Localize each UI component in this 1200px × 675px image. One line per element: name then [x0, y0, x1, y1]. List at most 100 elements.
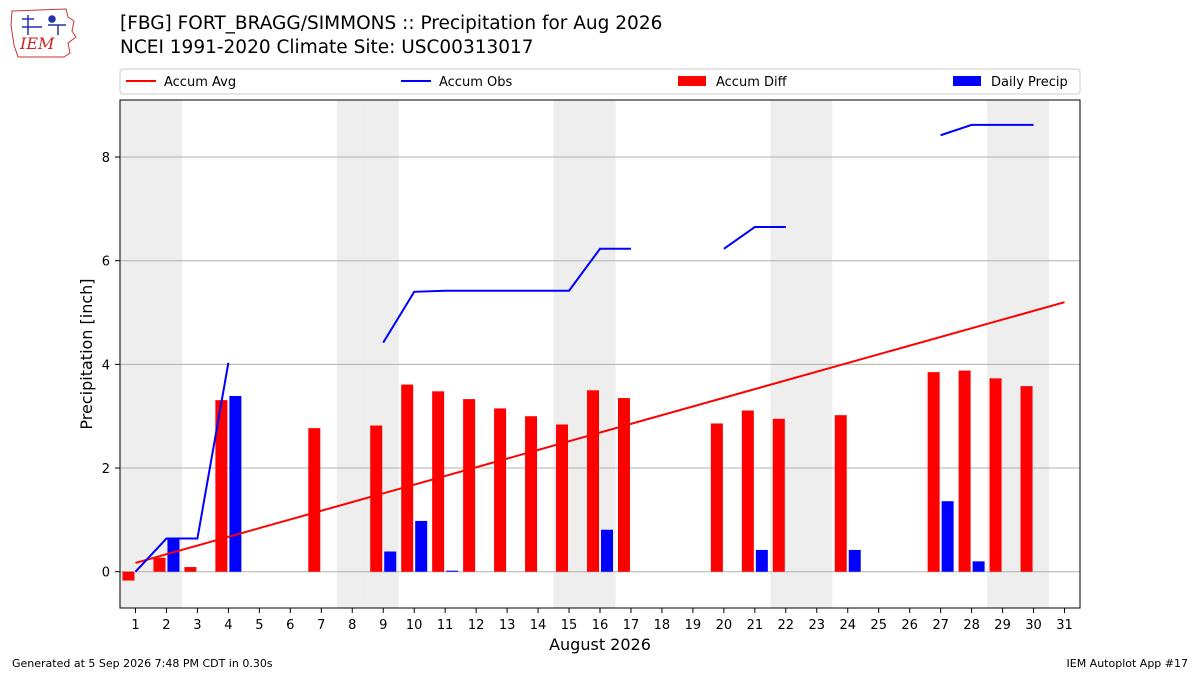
y-tick-label-2: 2: [102, 462, 110, 477]
legend-label-accum-obs: Accum Obs: [439, 75, 512, 90]
y-gridlines: [120, 156, 1080, 573]
accum-diff-bar-day-22: [772, 418, 785, 572]
iem-logo-text: IEM: [19, 34, 55, 53]
x-tick-label-22: 22: [778, 618, 795, 633]
x-tick-label-17: 17: [623, 618, 640, 633]
accum-diff-bar-day-1: [122, 571, 135, 581]
weekend-shade-day-2: [150, 100, 182, 608]
x-tick-label-29: 29: [994, 618, 1011, 633]
accum-diff-bar-day-29: [989, 378, 1002, 572]
line-series: [134, 123, 1065, 573]
legend-swatch-accum-diff: [678, 76, 706, 86]
x-tick-label-14: 14: [530, 618, 547, 633]
weekend-shading: [120, 100, 1050, 608]
x-tick-label-7: 7: [317, 618, 325, 633]
accum-diff-bar-day-30: [1020, 386, 1033, 572]
y-tick-label-6: 6: [102, 255, 110, 270]
x-tick-label-6: 6: [286, 618, 294, 633]
legend-swatch-daily-precip: [953, 76, 981, 86]
iowa-state-outline: [10, 8, 77, 58]
daily-precip-bar-day-4: [229, 395, 242, 572]
accum-diff-bar-day-10: [401, 384, 414, 572]
x-tick-label-26: 26: [901, 618, 918, 633]
x-tick-label-31: 31: [1056, 618, 1073, 633]
x-tick-label-27: 27: [932, 618, 949, 633]
x-tick-label-13: 13: [499, 618, 516, 633]
accum-diff-bar-day-27: [927, 372, 940, 572]
daily-precip-bar-day-10: [415, 520, 428, 572]
accum-diff-bar-day-7: [308, 428, 321, 572]
footer-generated-text: Generated at 5 Sep 2026 7:48 PM CDT in 0…: [12, 657, 273, 670]
accum-obs-line-segment-4: [940, 123, 1034, 137]
accum-obs-line-segment-1: [134, 362, 230, 573]
x-tick-label-19: 19: [685, 618, 702, 633]
x-tick-label-3: 3: [193, 618, 201, 633]
weekend-shade-day-23: [801, 100, 833, 608]
x-tick-label-23: 23: [809, 618, 826, 633]
legend-box: [119, 68, 1081, 95]
daily-precip-bar-day-27: [941, 501, 954, 572]
weekend-shade-day-8: [336, 100, 368, 608]
chart-title: [FBG] FORT_BRAGG/SIMMONS :: Precipitatio…: [120, 13, 663, 34]
iem-logo: IEM: [10, 8, 77, 58]
daily-precip-bar-day-28: [972, 561, 985, 572]
x-tick-label-24: 24: [839, 618, 856, 633]
x-tick-label-20: 20: [716, 618, 733, 633]
accum-diff-bar-day-3: [184, 567, 197, 572]
accum-diff-bar-day-12: [463, 399, 476, 572]
accum-diff-bar-day-17: [617, 398, 630, 572]
x-tick-label-25: 25: [870, 618, 887, 633]
legend-label-daily-precip: Daily Precip: [991, 75, 1068, 90]
x-tick-label-28: 28: [963, 618, 980, 633]
daily-precip-bar-day-9: [384, 551, 397, 572]
accum-diff-bar-day-15: [556, 424, 569, 572]
x-tick-label-5: 5: [255, 618, 263, 633]
x-axis-label: August 2026: [549, 635, 651, 654]
accum-diff-bar-day-4: [215, 400, 228, 572]
accum-obs-line-segment-3: [723, 226, 786, 250]
axes: 1 2 3 4 5 6 7 8 9 10 11 12 13 14 15 16 17 18 19 20 21 22 23 24 2…: [102, 151, 1073, 633]
x-tick-label-10: 10: [406, 618, 423, 633]
x-tick-label-18: 18: [654, 618, 671, 633]
legend: Accum Avg Accum Obs Accum Diff Daily Precip: [119, 68, 1081, 95]
x-tick-label-8: 8: [348, 618, 356, 633]
x-tick-label-15: 15: [561, 618, 578, 633]
x-tick-label-4: 4: [224, 618, 232, 633]
accum-diff-bar-day-16: [587, 390, 599, 572]
footer-app-label: IEM Autoplot App #17: [1066, 657, 1189, 670]
x-tick-label-2: 2: [162, 618, 170, 633]
bar-series: [122, 370, 1033, 581]
accum-diff-bar-day-13: [494, 408, 507, 572]
chart-subtitle: NCEI 1991-2020 Climate Site: USC00313017: [120, 37, 534, 58]
weather-instruments-icon: [22, 15, 66, 35]
weekend-shade-day-1: [120, 100, 151, 608]
daily-precip-bar-day-2: [167, 538, 180, 572]
legend-label-accum-avg: Accum Avg: [164, 75, 236, 90]
daily-precip-bar-day-21: [755, 549, 768, 572]
accum-diff-bar-day-28: [958, 370, 971, 572]
accum-diff-bar-day-20: [710, 423, 723, 572]
x-tick-label-21: 21: [747, 618, 764, 633]
accum-diff-bar-day-24: [834, 415, 847, 572]
legend-label-accum-diff: Accum Diff: [716, 75, 788, 90]
accum-diff-bar-day-14: [525, 416, 538, 572]
x-tick-label-1: 1: [131, 618, 139, 633]
daily-precip-bar-day-16: [601, 529, 613, 572]
x-tick-label-16: 16: [592, 618, 609, 633]
accum-avg-line: [135, 301, 1065, 564]
daily-precip-bar-day-11: [446, 570, 459, 572]
x-tick-label-9: 9: [379, 618, 387, 633]
y-tick-label-4: 4: [102, 358, 110, 373]
y-tick-label-8: 8: [102, 151, 110, 166]
x-tick-label-11: 11: [437, 618, 454, 633]
accum-diff-bar-day-9: [370, 425, 383, 572]
accum-diff-bar-day-21: [741, 410, 754, 572]
accum-obs-line-segment-2: [382, 247, 631, 344]
daily-precip-bar-day-24: [848, 549, 861, 572]
x-tick-label-12: 12: [468, 618, 485, 633]
accum-diff-bar-day-2: [153, 557, 166, 572]
y-axis-label: Precipitation [inch]: [77, 278, 96, 429]
x-tick-label-30: 30: [1025, 618, 1042, 633]
y-tick-label-0: 0: [102, 566, 110, 581]
